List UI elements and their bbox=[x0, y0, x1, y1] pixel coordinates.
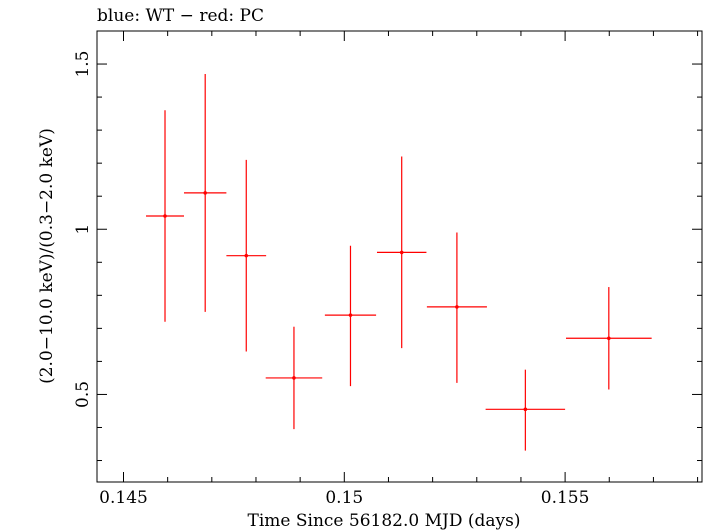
y-tick-label: 0.5 bbox=[73, 381, 93, 408]
point-marker bbox=[399, 250, 404, 255]
point-marker bbox=[607, 336, 611, 341]
x-axis-label: Time Since 56182.0 MJD (days) bbox=[248, 511, 521, 531]
data-point bbox=[265, 326, 323, 430]
x-tick-label: 0.145 bbox=[99, 488, 148, 508]
tick-marks bbox=[97, 30, 702, 482]
chart-title: blue: WT − red: PC bbox=[97, 6, 264, 26]
point-marker bbox=[203, 191, 207, 195]
point-marker bbox=[455, 305, 459, 309]
y-tick-label: 1 bbox=[73, 224, 93, 235]
data-point bbox=[183, 73, 227, 312]
data-point bbox=[324, 245, 377, 387]
x-tick-label: 0.15 bbox=[325, 488, 363, 508]
data-point bbox=[226, 159, 267, 352]
data-point bbox=[485, 369, 566, 451]
x-tick-label: 0.155 bbox=[541, 488, 590, 508]
point-marker bbox=[244, 253, 249, 258]
point-marker bbox=[523, 407, 528, 412]
point-marker bbox=[292, 376, 296, 380]
data-point bbox=[426, 232, 487, 383]
data-point bbox=[376, 156, 427, 349]
y-axis-label: (2.0−10.0 keV)/(0.3−2.0 keV) bbox=[37, 128, 57, 384]
point-marker bbox=[348, 313, 353, 317]
data-point bbox=[565, 287, 652, 390]
tick-labels: 0.145 0.15 0.155 0.5 1 1.5 bbox=[73, 51, 589, 508]
point-marker bbox=[163, 214, 167, 218]
data-point bbox=[146, 110, 184, 322]
data-points bbox=[146, 73, 652, 451]
plot-frame bbox=[96, 30, 703, 483]
y-tick-label: 1.5 bbox=[73, 51, 93, 78]
